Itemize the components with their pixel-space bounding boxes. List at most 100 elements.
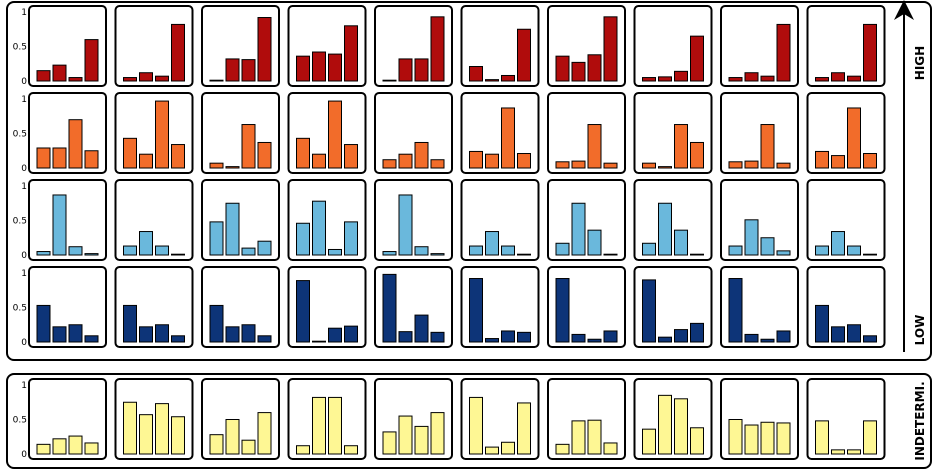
high-label: HIGH xyxy=(913,46,927,80)
bar xyxy=(744,424,759,455)
bar xyxy=(328,396,342,455)
bar xyxy=(760,124,775,169)
bar xyxy=(501,330,515,343)
bar xyxy=(312,340,326,343)
bar-cell xyxy=(374,179,453,261)
bar xyxy=(398,58,413,82)
y-tick-label: 0.5 xyxy=(13,43,27,53)
bar xyxy=(139,72,153,82)
y-tick-label: 0 xyxy=(21,251,27,261)
bar xyxy=(312,153,326,169)
bar xyxy=(831,231,845,256)
bar xyxy=(312,51,326,82)
bar xyxy=(171,144,185,169)
bar xyxy=(382,431,397,455)
bar xyxy=(760,237,775,256)
bar xyxy=(674,398,688,455)
bar xyxy=(690,427,704,455)
bar xyxy=(485,153,499,169)
bar xyxy=(225,166,240,169)
bar xyxy=(139,326,153,343)
bar xyxy=(139,153,153,169)
bar xyxy=(831,155,845,169)
bar xyxy=(555,278,570,343)
bar xyxy=(225,326,240,343)
bar xyxy=(863,23,877,82)
bar xyxy=(831,326,845,343)
bar xyxy=(831,72,845,82)
bar xyxy=(690,253,704,256)
bar xyxy=(603,16,618,82)
bar xyxy=(501,107,515,169)
bar xyxy=(209,304,224,343)
bar xyxy=(296,137,310,169)
bar xyxy=(744,72,759,82)
bar xyxy=(517,153,531,169)
bar-cell xyxy=(547,92,626,174)
bar xyxy=(658,336,672,343)
bar xyxy=(469,245,483,256)
bar xyxy=(171,416,185,455)
bar xyxy=(744,333,759,343)
bar xyxy=(642,162,656,169)
bottom-panel-frame xyxy=(6,373,932,469)
bar xyxy=(328,327,342,343)
bar xyxy=(847,449,861,455)
bar xyxy=(863,153,877,169)
bar xyxy=(123,401,137,455)
bar xyxy=(344,221,358,256)
bar xyxy=(485,231,499,256)
bar xyxy=(155,403,169,455)
bar xyxy=(571,61,586,82)
bar xyxy=(760,421,775,455)
bar xyxy=(658,202,672,256)
bar xyxy=(68,246,83,256)
bar-cell xyxy=(114,179,194,261)
bar xyxy=(328,53,342,82)
bar xyxy=(209,162,224,169)
bar xyxy=(847,245,861,256)
bar xyxy=(430,159,445,169)
bar xyxy=(674,329,688,343)
bar xyxy=(155,100,169,169)
bar xyxy=(603,442,618,455)
bar xyxy=(84,39,99,82)
y-tick-label: 1 xyxy=(21,381,27,391)
bar xyxy=(139,231,153,256)
bar xyxy=(68,119,83,169)
bar xyxy=(603,253,618,256)
bar xyxy=(658,394,672,455)
bar xyxy=(414,246,429,256)
panel-frames xyxy=(6,1,932,469)
bar xyxy=(815,304,829,343)
bar xyxy=(296,55,310,82)
bar xyxy=(815,150,829,169)
bar xyxy=(501,441,515,455)
bar xyxy=(760,75,775,82)
low-label: LOW xyxy=(913,315,927,346)
bar xyxy=(398,331,413,343)
bar xyxy=(469,396,483,455)
bar xyxy=(776,162,791,169)
bar xyxy=(312,200,326,256)
bar xyxy=(225,202,240,256)
bar xyxy=(171,23,185,82)
bar xyxy=(690,141,704,169)
bar xyxy=(344,445,358,455)
bar xyxy=(469,278,483,343)
bar xyxy=(517,253,531,256)
bar xyxy=(815,77,829,82)
y-tick-label: 1 xyxy=(21,95,27,105)
bar xyxy=(863,420,877,455)
bar xyxy=(52,194,67,256)
bar xyxy=(312,396,326,455)
bar xyxy=(587,229,602,256)
bar-cell xyxy=(720,179,799,261)
indeterminate-label: INDETERMI. xyxy=(913,381,927,460)
bar xyxy=(52,147,67,169)
top-panel-frame xyxy=(6,1,932,361)
bar-cell xyxy=(720,92,799,174)
bar xyxy=(68,77,83,82)
bar xyxy=(674,229,688,256)
